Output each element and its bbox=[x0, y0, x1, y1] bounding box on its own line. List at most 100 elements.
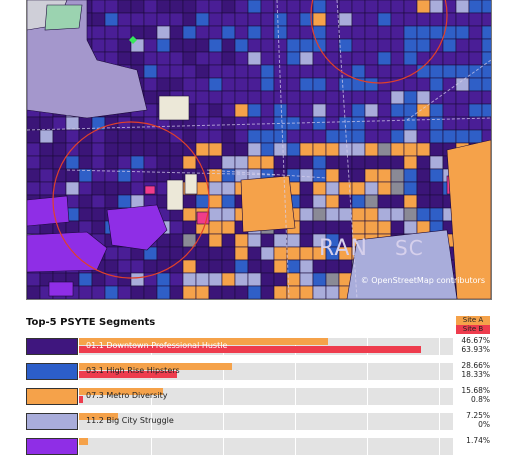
map-attribution[interactable]: © OpenStreetMap contributors bbox=[360, 276, 485, 285]
map-block bbox=[416, 155, 431, 170]
map-block bbox=[429, 25, 444, 40]
map-block bbox=[234, 129, 249, 144]
map-block bbox=[416, 51, 431, 66]
segment-bar-track bbox=[79, 438, 453, 455]
site-b-radius-circle[interactable] bbox=[310, 0, 448, 84]
site-a-bar bbox=[79, 338, 329, 345]
map-block bbox=[91, 207, 106, 222]
grid-tick bbox=[223, 388, 224, 405]
segment-bar-track: 07.3 Metro Diversity bbox=[79, 388, 453, 405]
map-block bbox=[429, 155, 444, 170]
map-block bbox=[39, 155, 54, 170]
map-block bbox=[325, 207, 340, 222]
map-block bbox=[377, 25, 392, 40]
map-block bbox=[286, 38, 301, 53]
map-canvas[interactable] bbox=[27, 0, 491, 299]
map-block bbox=[234, 0, 249, 14]
segment-swatch bbox=[26, 363, 78, 380]
map-block bbox=[442, 12, 457, 27]
map-block bbox=[299, 77, 314, 92]
map-block bbox=[234, 259, 249, 274]
map-block bbox=[416, 168, 431, 183]
map-block bbox=[221, 25, 236, 40]
map-block bbox=[260, 129, 275, 144]
map-block bbox=[351, 103, 366, 118]
map-block bbox=[78, 194, 93, 209]
map-block bbox=[65, 181, 80, 196]
map-block bbox=[130, 129, 145, 144]
map-block bbox=[403, 220, 418, 235]
map-block bbox=[442, 129, 457, 144]
map-block bbox=[78, 155, 93, 170]
map-block bbox=[169, 12, 184, 27]
map-block bbox=[377, 181, 392, 196]
map-block bbox=[273, 259, 288, 274]
map-block bbox=[65, 168, 80, 183]
map-block bbox=[455, 103, 470, 118]
map-block bbox=[156, 246, 171, 261]
map-block bbox=[403, 25, 418, 40]
site-b-bar bbox=[79, 396, 84, 403]
map-block bbox=[208, 233, 223, 248]
map-block bbox=[182, 38, 197, 53]
grid-tick bbox=[367, 413, 368, 430]
map-block bbox=[27, 168, 41, 183]
map-block bbox=[364, 142, 379, 157]
map-block bbox=[312, 194, 327, 209]
map-block bbox=[455, 64, 470, 79]
map-block bbox=[195, 64, 210, 79]
map-block bbox=[130, 285, 145, 299]
map-view[interactable]: RAN SC © OpenStreetMap contributors bbox=[26, 0, 492, 300]
map-block bbox=[143, 0, 158, 14]
map-block bbox=[208, 129, 223, 144]
map-block bbox=[234, 285, 249, 299]
map-block bbox=[416, 116, 431, 131]
map-block bbox=[234, 90, 249, 105]
map-block bbox=[403, 181, 418, 196]
map-block bbox=[273, 142, 288, 157]
map-block bbox=[169, 25, 184, 40]
map-block bbox=[364, 194, 379, 209]
map-block bbox=[234, 77, 249, 92]
map-block bbox=[429, 38, 444, 53]
map-block bbox=[130, 168, 145, 183]
map-block bbox=[403, 64, 418, 79]
map-block bbox=[390, 142, 405, 157]
site-b-percent: 0% bbox=[478, 420, 490, 429]
map-block bbox=[91, 25, 106, 40]
map-block bbox=[390, 25, 405, 40]
map-block bbox=[390, 207, 405, 222]
map-block bbox=[104, 246, 119, 261]
map-block bbox=[481, 38, 491, 53]
map-block bbox=[390, 90, 405, 105]
site-a-bar bbox=[79, 363, 233, 370]
map-block bbox=[312, 103, 327, 118]
map-block bbox=[442, 51, 457, 66]
map-block bbox=[273, 272, 288, 287]
map-block bbox=[364, 155, 379, 170]
map-block bbox=[299, 259, 314, 274]
map-block bbox=[351, 51, 366, 66]
map-block bbox=[117, 12, 132, 27]
map-block bbox=[377, 77, 392, 92]
map-block bbox=[325, 25, 340, 40]
map-block bbox=[195, 51, 210, 66]
map-block bbox=[156, 142, 171, 157]
map-block bbox=[338, 220, 353, 235]
map-block bbox=[429, 12, 444, 27]
map-block bbox=[286, 142, 301, 157]
map-block bbox=[104, 38, 119, 53]
map-block bbox=[208, 285, 223, 299]
map-block bbox=[403, 38, 418, 53]
marker-icon[interactable] bbox=[129, 36, 137, 44]
map-block bbox=[117, 181, 132, 196]
map-block bbox=[416, 207, 431, 222]
map-block bbox=[390, 0, 405, 14]
site-b-percent: 0.8% bbox=[470, 395, 490, 404]
map-block bbox=[377, 90, 392, 105]
map-block bbox=[312, 285, 327, 299]
map-block bbox=[364, 116, 379, 131]
map-block bbox=[390, 116, 405, 131]
map-orange-area bbox=[240, 175, 296, 233]
site-a-radius-circle[interactable] bbox=[52, 121, 210, 279]
